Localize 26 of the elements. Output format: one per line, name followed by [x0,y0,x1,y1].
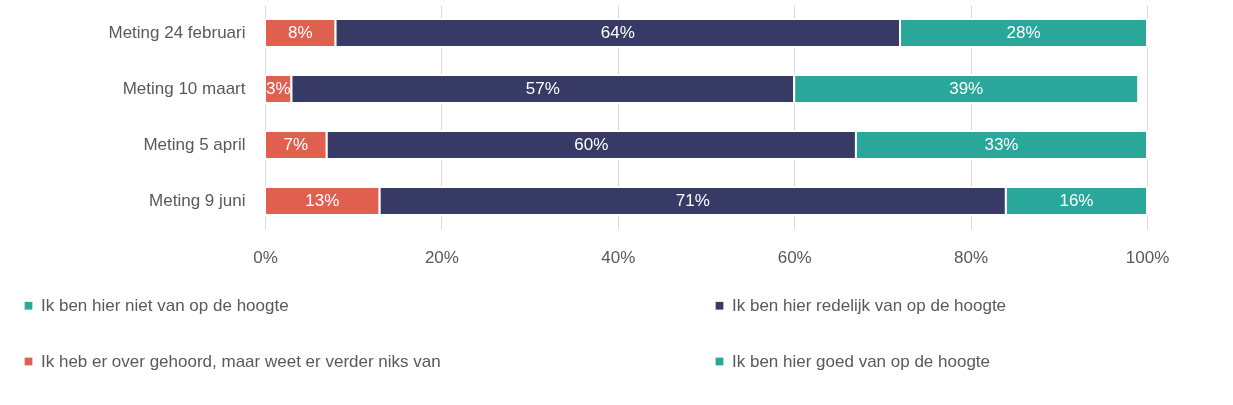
legend-label: Ik ben hier goed van op de hoogte [732,351,991,371]
x-tick-label: 20% [424,247,459,267]
y-tick-label: Meting 24 februari [108,23,246,42]
legend-label: Ik ben hier redelijk van op de hoogte [732,295,1007,315]
data-label: 33% [984,135,1019,154]
x-tick-label: 0% [253,247,278,267]
x-tick-label: 80% [954,247,989,267]
data-label: 16% [1059,191,1094,210]
data-label: 57% [525,79,560,98]
y-tick-label: Meting 10 maart [122,79,246,98]
legend-label: Ik heb er over gehoord, maar weet er verder niks van [41,351,441,371]
y-tick-label: Meting 5 april [143,135,246,154]
data-label: 39% [949,79,984,98]
data-label: 64% [600,23,635,42]
data-label: 3% [265,79,291,98]
x-tick-label: 40% [601,247,636,267]
data-label: 7% [283,135,309,154]
x-tick-label: 100% [1125,247,1170,267]
legend-label: Ik ben hier niet van op de hoogte [41,295,289,315]
data-label: 60% [574,135,609,154]
data-label: 8% [287,23,313,42]
y-tick-label: Meting 9 juni [149,191,246,210]
data-label: 13% [305,191,340,210]
data-label: 28% [1006,23,1041,42]
x-tick-label: 60% [777,247,812,267]
data-label: 71% [675,191,710,210]
